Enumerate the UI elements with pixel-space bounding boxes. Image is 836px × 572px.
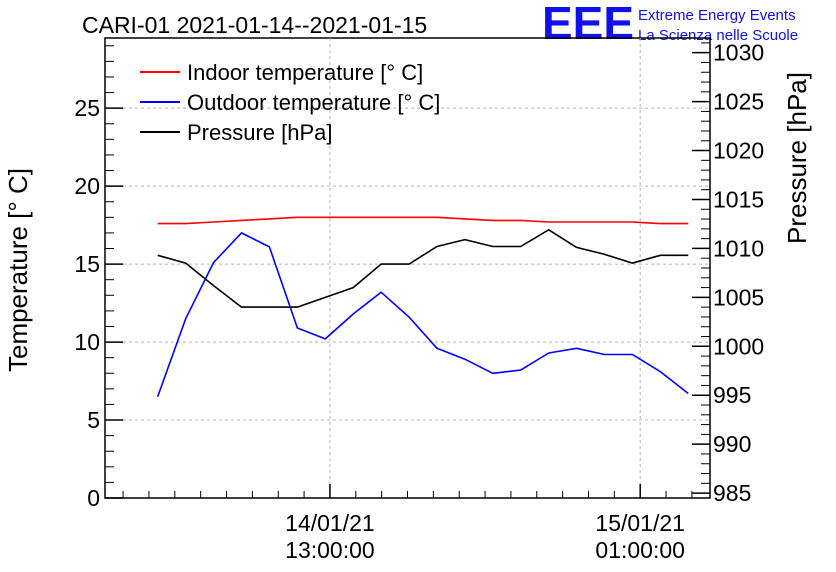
y-axis-label-left: Temperature [° C] — [3, 168, 33, 372]
brand-line-2: La Scienza nelle Scuole — [638, 27, 798, 44]
eee-logo-text: EEE — [542, 0, 634, 49]
x-tick-label-date: 15/01/21 — [595, 510, 685, 536]
y-left-tick-label: 25 — [74, 95, 100, 121]
y-right-tick-label: 1020 — [713, 138, 764, 164]
axis-labels: 14/01/2113:00:0015/01/2101:00:0015/01/21… — [74, 40, 764, 563]
x-tick-label-date: 14/01/21 — [285, 510, 375, 536]
y-right-tick-label: 1015 — [713, 186, 764, 212]
pressure-line — [157, 229, 689, 308]
y-left-tick-label: 20 — [74, 173, 100, 199]
series-layer — [156, 216, 689, 397]
legend-label-outdoor: Outdoor temperature [° C] — [187, 90, 440, 115]
y-left-tick-label: 10 — [74, 329, 100, 355]
y-left-tick-label: 5 — [87, 407, 100, 433]
y-right-tick-label: 1005 — [713, 284, 764, 310]
y-left-tick-label: 15 — [74, 251, 100, 277]
indoor-temperature-line — [157, 216, 689, 225]
y-right-tick-label: 995 — [713, 382, 751, 408]
x-tick-label-time: 13:00:00 — [285, 537, 375, 563]
y-right-tick-label: 985 — [713, 480, 751, 506]
legend-label-pressure: Pressure [hPa] — [187, 120, 333, 145]
y-left-tick-label: 0 — [87, 485, 100, 511]
y-axis-label-right: Pressure [hPa] — [782, 72, 812, 244]
y-right-tick-label: 1010 — [713, 235, 764, 261]
y-right-tick-label: 1000 — [713, 333, 764, 359]
eee-logo: EEE Extreme Energy Events La Scienza nel… — [542, 0, 798, 49]
brand-line-1: Extreme Energy Events — [638, 7, 796, 24]
axis-ticks — [105, 42, 710, 499]
y-right-tick-label: 1025 — [713, 89, 764, 115]
chart-title: CARI-01 2021-01-14--2021-01-15 — [82, 12, 427, 38]
legend-label-indoor: Indoor temperature [° C] — [187, 60, 423, 85]
x-tick-label-time: 01:00:00 — [595, 537, 685, 563]
y-right-tick-label: 1030 — [713, 40, 764, 66]
y-right-tick-label: 990 — [713, 431, 751, 457]
outdoor-temperature-line — [156, 232, 689, 397]
legend: Indoor temperature [° C] Outdoor tempera… — [140, 60, 440, 145]
